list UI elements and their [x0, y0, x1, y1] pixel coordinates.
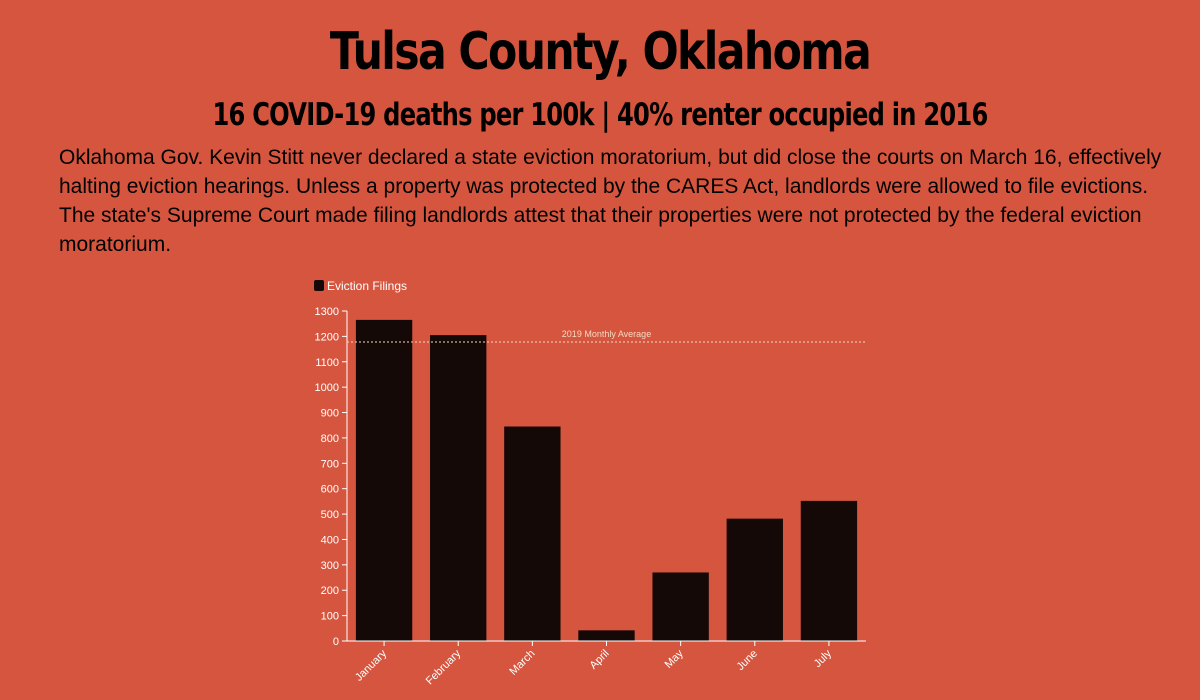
x-axis: January February March April May June July [347, 640, 866, 687]
x-tick-label: July [812, 647, 835, 670]
bar-july[interactable] [800, 500, 858, 641]
y-tick-label: 800 [321, 433, 339, 445]
page-title: Tulsa County, Oklahoma [329, 22, 872, 82]
description-paragraph: Oklahoma Gov. Kevin Stitt never declared… [59, 146, 1162, 256]
y-tick-label: 1100 [315, 357, 339, 369]
y-tick-label: 400 [321, 534, 339, 546]
bar-may[interactable] [652, 572, 709, 641]
legend-swatch [314, 280, 324, 291]
x-tick-label: January [353, 647, 390, 684]
reference-line-group: 2019 Monthly Average [347, 329, 866, 343]
page-subtitle: 16 COVID-19 deaths per 100k | 40% renter… [212, 97, 988, 133]
y-tick-label: 1200 [315, 331, 339, 343]
x-tick-label: May [663, 647, 687, 671]
y-tick-label: 500 [321, 509, 339, 521]
y-tick-label: 600 [321, 484, 339, 496]
x-tick-label: March [507, 648, 537, 678]
bars-group [355, 319, 858, 642]
bar-february[interactable] [430, 335, 487, 641]
x-tick-label: June [735, 648, 760, 673]
legend-label: Eviction Filings [327, 279, 407, 293]
bar-april[interactable] [578, 630, 635, 641]
y-tick-label: 700 [321, 458, 339, 470]
reference-line-label: 2019 Monthly Average [562, 329, 651, 339]
x-tick-label: February [424, 647, 464, 687]
x-tick-label: April [588, 648, 612, 672]
y-tick-label: 1300 [315, 306, 339, 318]
y-tick-label: 300 [321, 560, 339, 572]
y-tick-label: 200 [321, 585, 339, 597]
y-tick-label: 0 [333, 636, 339, 648]
bar-june[interactable] [726, 518, 783, 641]
legend[interactable]: Eviction Filings [314, 279, 407, 293]
y-tick-label: 100 [321, 611, 339, 623]
y-tick-label: 1000 [315, 382, 339, 394]
y-axis: 0 100 200 300 400 500 600 700 800 900 1000 1100 1200… [315, 306, 348, 648]
bar-january[interactable] [355, 319, 413, 641]
bar-march[interactable] [504, 426, 561, 642]
y-tick-label: 900 [321, 408, 339, 420]
